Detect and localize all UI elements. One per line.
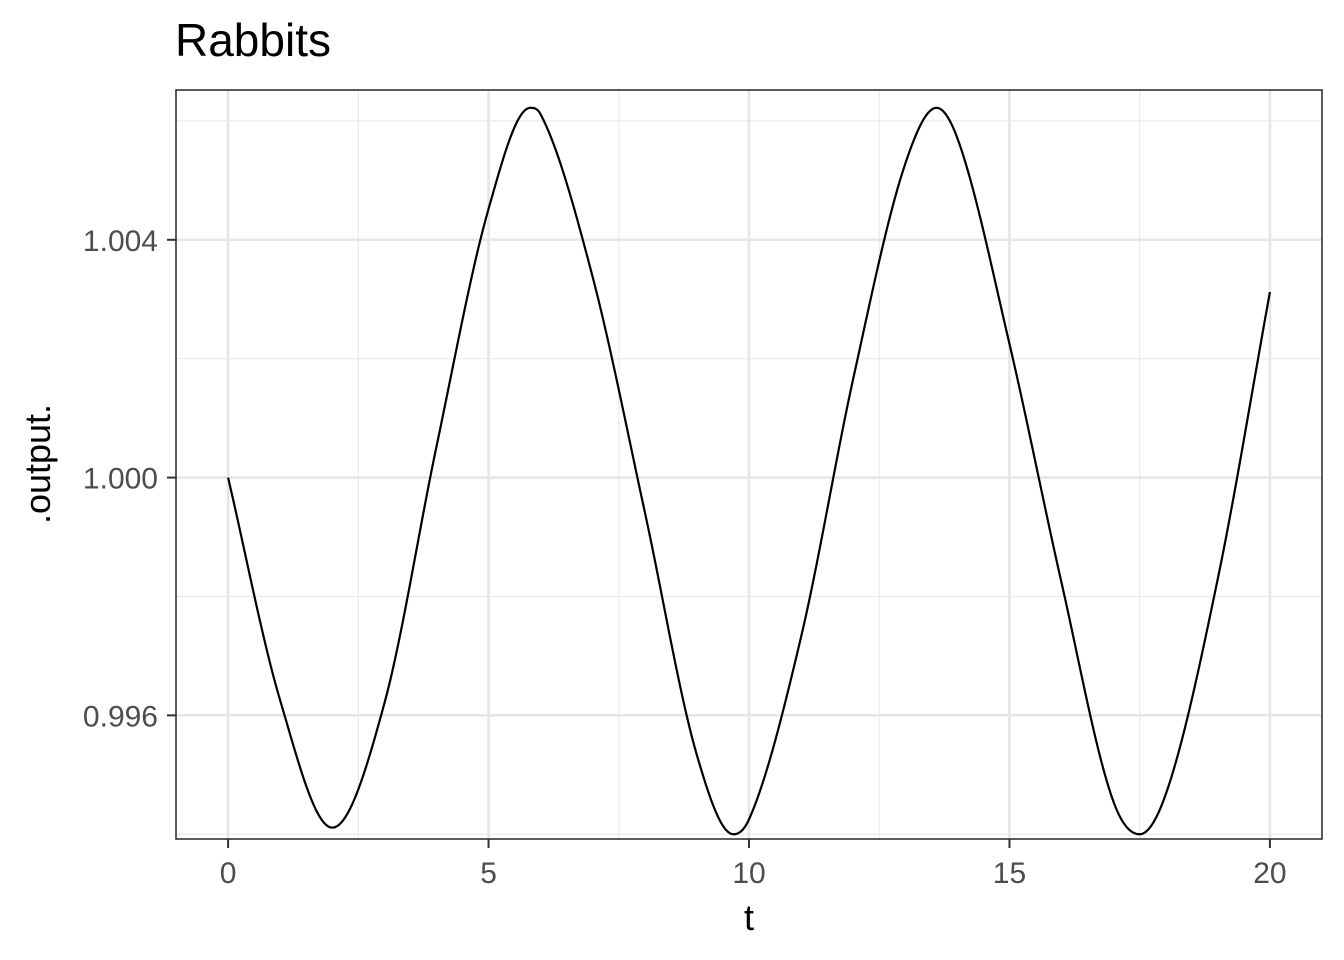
chart-title: Rabbits — [175, 14, 331, 66]
x-tick-label: 5 — [480, 857, 497, 890]
series-line — [227, 106, 1271, 836]
x-axis: 0 5 10 15 20 — [220, 839, 1287, 890]
y-tick-label: 1.000 — [83, 463, 158, 496]
y-tick-label: 1.004 — [83, 225, 158, 258]
x-tick-label: 20 — [1253, 857, 1286, 890]
x-axis-label: t — [744, 897, 754, 938]
y-tick-label: 0.996 — [83, 700, 158, 733]
x-tick-label: 0 — [220, 857, 237, 890]
x-tick-label: 10 — [732, 857, 765, 890]
major-gridlines — [176, 90, 1322, 839]
x-tick-label: 15 — [993, 857, 1026, 890]
y-axis-label: .output. — [17, 404, 58, 524]
y-axis: 0.996 1.000 1.004 — [83, 225, 176, 733]
